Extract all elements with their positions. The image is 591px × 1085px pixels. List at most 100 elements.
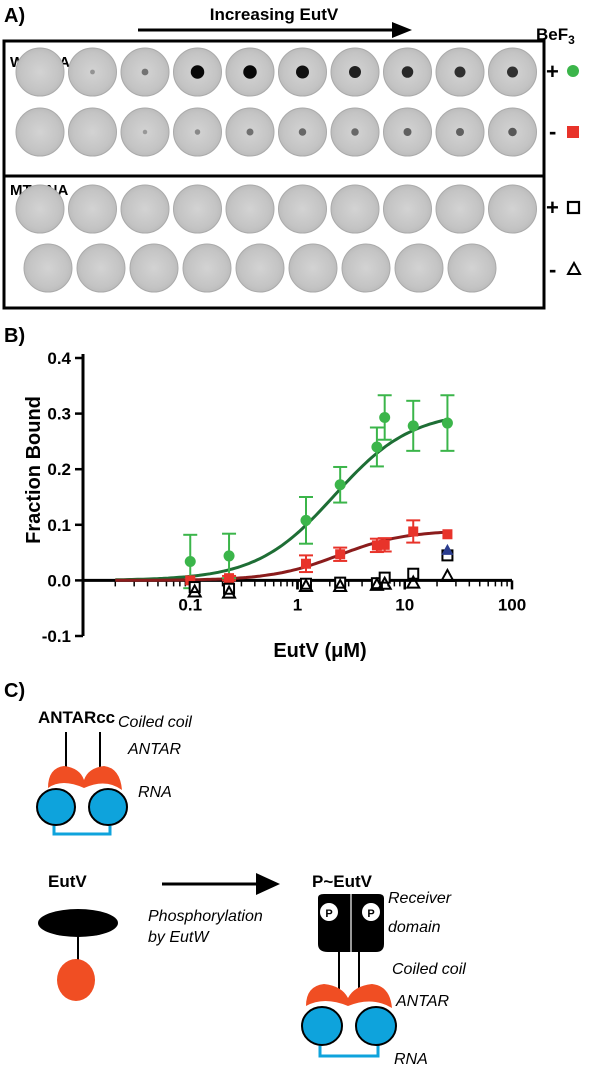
blot-spot-signal: [349, 66, 361, 78]
data-point: [334, 576, 347, 589]
green-circle-marker-icon: [567, 65, 579, 77]
blot-spot-rim: [120, 107, 170, 157]
data-point: [407, 420, 419, 432]
blot-spot-rim: [488, 184, 537, 234]
panel-b-label: B): [4, 325, 25, 347]
data-point: [335, 549, 346, 560]
increasing-arrow-icon: [138, 22, 412, 38]
data-point: [439, 567, 456, 582]
blot-spot-signal: [190, 65, 205, 79]
blot-spot-disc: [383, 185, 432, 233]
phospho-right-letter: P: [367, 908, 374, 920]
blot-spot: [68, 107, 117, 157]
blot-spot-rim: [182, 243, 232, 293]
blot-spot-signal: [403, 128, 412, 136]
fit-curve: [115, 417, 450, 582]
blot-spot-signal: [246, 128, 254, 136]
blot-spot-rim: [76, 243, 126, 293]
data-point: [407, 567, 420, 580]
phospho-left-letter: P: [325, 908, 332, 920]
blot-spot-rim: [225, 184, 275, 234]
blot-spot: [435, 184, 485, 234]
blot-spot-signal: [142, 129, 148, 135]
row-sign-mt-minus: -: [549, 257, 556, 282]
blot-spot: [488, 47, 537, 97]
blot-spot-signal: [508, 127, 517, 137]
data-point: [221, 584, 237, 599]
antar-label-2: ANTAR: [395, 993, 449, 1010]
blot-spot-rim: [383, 184, 432, 234]
rna-domain-left-icon: [36, 788, 76, 826]
phospho-left-icon: [320, 903, 338, 921]
blot-spot: [435, 107, 485, 157]
blot-spot: [278, 107, 327, 157]
blot-spot-rim: [120, 47, 170, 97]
blot-spot: [330, 47, 380, 97]
blot-spot-rim: [447, 243, 497, 293]
y-tick-label: -0.1: [42, 627, 71, 646]
blot-spot-signal: [298, 128, 307, 136]
blot-spot-rim: [435, 184, 485, 234]
x-tick-label: 1: [293, 595, 302, 614]
peutv-antar-domain-icon: [306, 984, 392, 1008]
eutv-diagram: [38, 909, 118, 1001]
rna-linker: [52, 822, 112, 836]
blot-spot-disc: [342, 244, 390, 292]
blot-spot: [394, 243, 444, 293]
blot-spot-signal: [351, 128, 359, 136]
phospho-right-icon: [362, 903, 380, 921]
antar-domain-icon: [48, 766, 122, 790]
blot-spot: [447, 243, 497, 293]
blot-spot: [68, 47, 117, 97]
data-point: [405, 574, 421, 589]
blot-spot: [225, 107, 275, 157]
blot-spot-signal: [243, 65, 257, 79]
row-sign-mt-plus: +: [546, 195, 559, 220]
receiver-label: Receiver: [388, 890, 452, 907]
blot-spot: [341, 243, 391, 293]
blot-spot-rim: [383, 107, 432, 157]
peutv-rna-left-icon: [301, 1006, 343, 1046]
y-tick-label: 0.3: [47, 405, 71, 424]
blot-spot: [173, 184, 222, 234]
blot-spot-rim: [225, 107, 275, 157]
blot-spot-rim: [278, 107, 327, 157]
peutv-diagram: P P: [301, 894, 397, 1058]
blot-spot-disc: [395, 244, 443, 292]
blot-spot: [330, 184, 380, 234]
panel-a: A) Increasing EutV BeF3 WT RNA MT RNA + …: [2, 5, 582, 310]
data-point: [369, 576, 385, 591]
blot-spot-rim: [341, 243, 391, 293]
data-point: [223, 582, 236, 595]
rna-domain-right-icon: [88, 788, 128, 826]
blot-spot: [173, 47, 222, 97]
bef3-label: BeF3: [536, 25, 575, 47]
open-triangle-marker-icon: [566, 260, 582, 275]
blot-spot-rim: [15, 184, 65, 234]
blot-spot-rim: [488, 47, 537, 97]
blot-spot-disc: [448, 244, 496, 292]
eutv-title: EutV: [48, 872, 87, 891]
blot-spot-disc: [16, 48, 64, 96]
row-sign-wt-minus: -: [549, 119, 556, 144]
blot-spot: [23, 243, 73, 293]
data-point: [379, 539, 390, 550]
blot-spot-rim: [235, 243, 285, 293]
blot-spot-signal: [194, 129, 201, 135]
receiver-domain-icon: [38, 909, 118, 937]
blot-spot: [235, 243, 285, 293]
blot-spot-rim: [435, 47, 485, 97]
blot-spot-disc: [68, 185, 117, 233]
x-axis-label: EutV (μM): [273, 640, 366, 662]
blot-spot-disc: [236, 244, 284, 292]
row-sign-wt-plus: +: [546, 59, 559, 84]
blot-spot: [120, 184, 170, 234]
y-axis-label: Fraction Bound: [23, 396, 45, 544]
blot-spot: [120, 107, 170, 157]
blot-spot-rim: [68, 107, 117, 157]
blot-spot-rim: [278, 47, 327, 97]
antar-label: ANTAR: [127, 741, 181, 758]
blot-spot-rim: [23, 243, 73, 293]
data-point: [408, 526, 419, 537]
